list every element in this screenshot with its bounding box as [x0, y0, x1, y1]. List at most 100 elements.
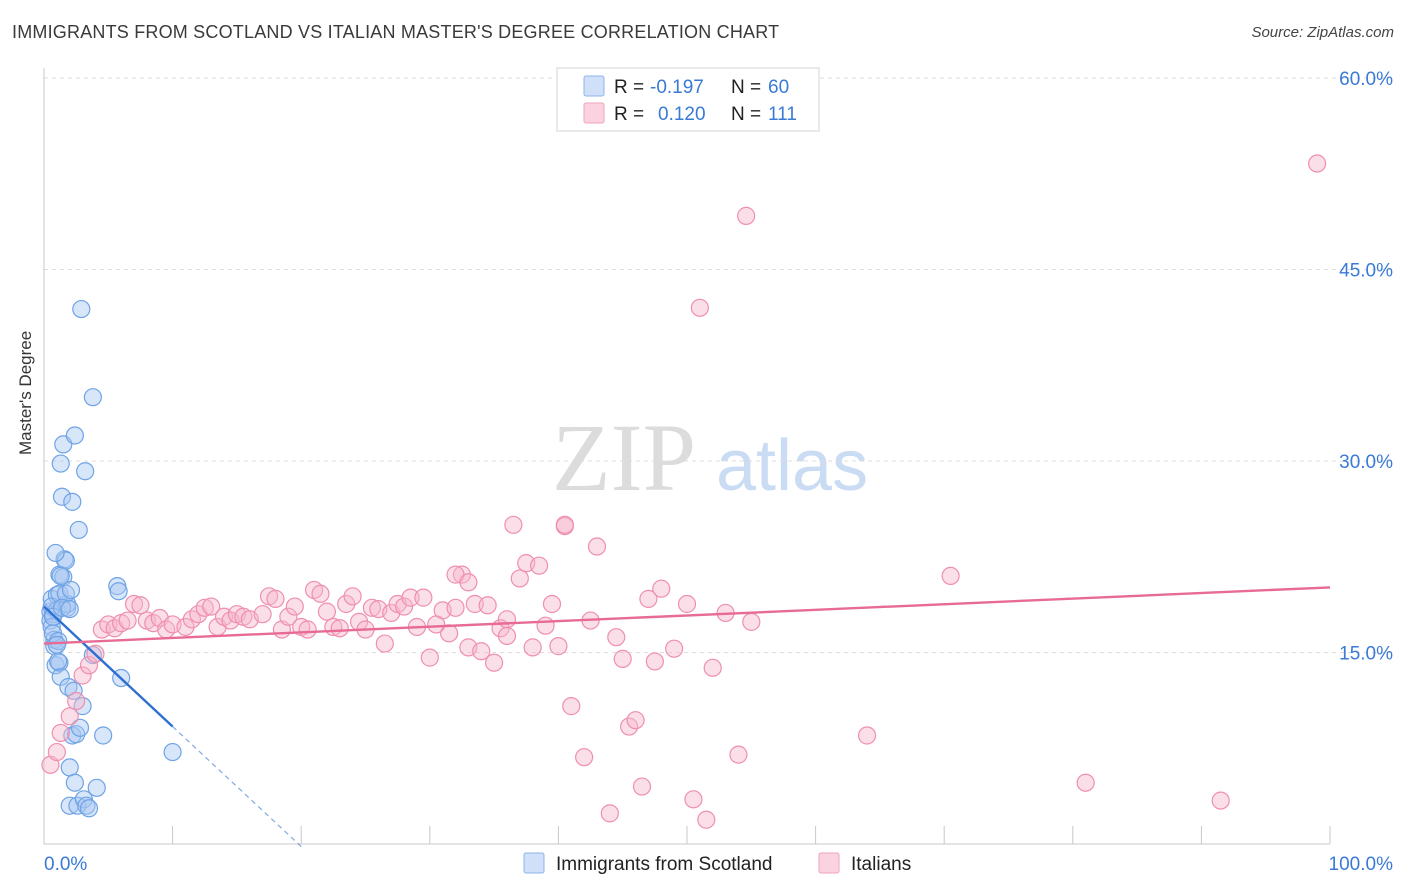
point — [401, 588, 420, 607]
point — [1211, 791, 1230, 810]
point — [279, 607, 298, 626]
legend-swatch-italians — [583, 102, 605, 124]
point — [67, 691, 86, 711]
trend-line — [43, 605, 174, 728]
point — [510, 569, 529, 588]
y-tick-label: 30.0% — [1339, 452, 1393, 473]
legend-swatch-scotland — [583, 75, 605, 97]
gridlines — [44, 77, 1392, 653]
point — [1308, 154, 1327, 173]
legend-n-label-1: N = — [731, 77, 761, 98]
point — [427, 615, 446, 634]
point — [742, 612, 761, 631]
point — [65, 426, 84, 445]
bottom-legend-swatch-scotland — [523, 852, 545, 874]
point — [941, 566, 960, 586]
legend-r-value-1: -0.197 — [650, 77, 704, 98]
point — [79, 656, 99, 675]
point — [575, 748, 594, 767]
point — [465, 594, 484, 614]
point — [497, 610, 517, 629]
point — [504, 515, 523, 534]
point — [414, 588, 433, 607]
point — [530, 556, 549, 575]
point — [73, 666, 92, 685]
point — [737, 206, 756, 225]
legend-n-value-1: 60 — [768, 77, 789, 98]
point — [330, 619, 349, 638]
point — [587, 537, 607, 556]
x-tick-label: 100.0% — [1329, 854, 1394, 875]
point — [311, 584, 330, 603]
watermark: ZIP atlas — [552, 404, 868, 511]
point — [639, 589, 658, 608]
point — [632, 777, 652, 796]
watermark-zip: ZIP — [552, 404, 696, 511]
point — [446, 598, 465, 617]
point — [79, 799, 99, 818]
point — [485, 653, 504, 672]
trend-line-extension — [172, 726, 302, 847]
point — [665, 639, 684, 658]
point — [472, 642, 491, 661]
point — [729, 745, 748, 764]
point — [562, 697, 581, 716]
point — [51, 667, 70, 686]
point — [72, 299, 91, 319]
point — [51, 454, 70, 473]
x-tick-label: 0.0% — [44, 854, 87, 875]
point — [394, 597, 414, 616]
axis-ticks: 15.0% 30.0% 45.0% 60.0% 0.0% 100.0% — [44, 69, 1393, 875]
point — [195, 598, 214, 617]
point — [607, 628, 626, 647]
watermark-atlas: atlas — [716, 426, 868, 506]
y-tick-label: 15.0% — [1339, 644, 1393, 665]
axes — [43, 68, 1331, 845]
point — [703, 658, 722, 677]
y-tick-label: 60.0% — [1339, 69, 1393, 90]
point — [163, 742, 182, 762]
point — [65, 773, 84, 792]
legend-n-value-2: 111 — [768, 104, 797, 125]
point — [536, 616, 555, 635]
point — [459, 573, 478, 592]
chart-title: IMMIGRANTS FROM SCOTLAND VS ITALIAN MAST… — [12, 22, 780, 42]
point — [613, 649, 632, 668]
point — [52, 487, 72, 506]
point — [202, 597, 221, 616]
series-0 — [41, 299, 182, 818]
point — [542, 594, 562, 614]
legend-r-label-2: R = — [614, 104, 644, 125]
point — [50, 653, 69, 672]
point — [253, 605, 272, 624]
point — [549, 637, 568, 656]
point — [375, 634, 394, 653]
point — [497, 626, 517, 646]
point — [131, 596, 150, 615]
point — [60, 599, 79, 619]
bottom-legend: Immigrants from Scotland Italians — [523, 852, 911, 875]
point — [626, 711, 645, 730]
legend-r-value-2: 0.120 — [658, 104, 706, 125]
legend-r-label-1: R = — [614, 77, 644, 98]
bottom-legend-italians: Italians — [851, 854, 911, 875]
point — [317, 602, 337, 621]
trend-lines — [43, 586, 1331, 847]
point — [690, 298, 709, 317]
point — [478, 596, 497, 615]
point — [600, 804, 619, 823]
point — [523, 638, 542, 657]
point — [420, 648, 439, 667]
point — [362, 598, 382, 617]
point — [52, 598, 72, 617]
bottom-legend-scotland: Immigrants from Scotland — [556, 854, 772, 875]
point — [343, 587, 362, 606]
point — [46, 543, 65, 563]
point — [677, 594, 697, 614]
point — [645, 652, 664, 671]
point — [652, 579, 671, 598]
point — [77, 796, 96, 815]
point — [555, 515, 574, 534]
point — [60, 707, 79, 726]
